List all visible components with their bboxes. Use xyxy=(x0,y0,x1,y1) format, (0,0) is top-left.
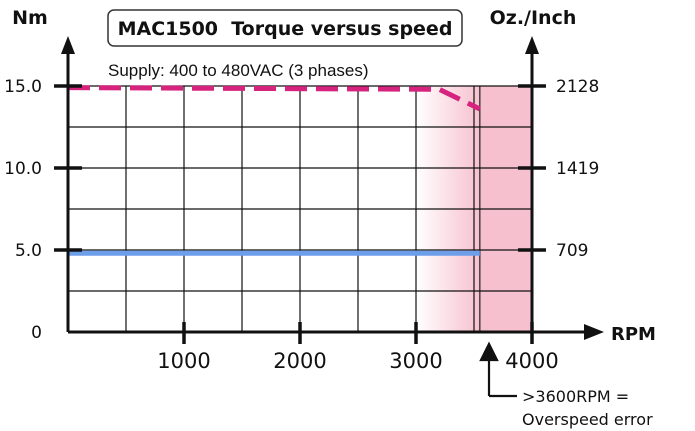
tick-marks xyxy=(54,84,546,344)
tick-labels: 0 5.0 10.0 15.0 709 1419 2128 1000 2000 3000 4000 xyxy=(4,77,599,373)
chart-title: MAC1500 Torque versus speed xyxy=(118,18,453,40)
chart-subtitle: Supply: 400 to 480VAC (3 phases) xyxy=(108,61,369,80)
x-tick-label: 1000 xyxy=(157,349,210,373)
overspeed-annotation: >3600RPM = Overspeed error xyxy=(479,341,653,429)
y-tick-label-left: 10.0 xyxy=(4,159,42,179)
annotation-arrow xyxy=(479,341,499,396)
y-tick-label-right: 2128 xyxy=(556,77,599,97)
x-axis-label: RPM xyxy=(611,324,656,345)
series-lines xyxy=(67,85,481,256)
x-axis-arrow xyxy=(584,324,604,340)
y-tick-label-left: 5.0 xyxy=(15,241,42,261)
x-tick-label: 2000 xyxy=(273,349,326,373)
y-tick-label-right: 1419 xyxy=(556,159,599,179)
x-tick-label: 4000 xyxy=(505,349,558,373)
axes xyxy=(61,36,604,340)
title-box xyxy=(107,9,463,47)
y-tick-label-left: 0 xyxy=(31,323,42,343)
y-axis-right-arrow xyxy=(525,36,539,54)
y-axis-right-label: Oz./Inch xyxy=(490,7,577,29)
annotation-line-1: >3600RPM = xyxy=(522,387,629,406)
y-axis-left-arrow xyxy=(61,36,75,54)
y-tick-label-left: 15.0 xyxy=(4,77,42,97)
y-tick-label-right: 709 xyxy=(556,241,588,261)
y-axis-left-label: Nm xyxy=(12,7,48,29)
x-tick-label: 3000 xyxy=(389,349,442,373)
annotation-line-2: Overspeed error xyxy=(522,410,653,429)
